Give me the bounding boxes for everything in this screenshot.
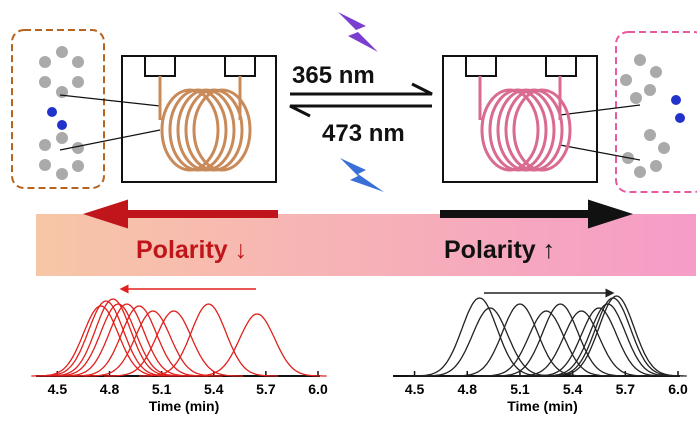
x-tick-label: 4.5 — [405, 381, 425, 397]
x-tick-label: 5.4 — [204, 381, 224, 397]
x-tick-label: 5.7 — [616, 381, 636, 397]
light-icon — [338, 12, 378, 52]
figure: 365 nm 473 nm Polarity ↓ Polarity ↑ 4.5 4… — [0, 0, 697, 423]
x-tick-label: 6.0 — [308, 381, 328, 397]
x-tick-label: 6.0 — [668, 381, 688, 397]
x-tick-label: 5.1 — [510, 381, 530, 397]
peak — [139, 304, 278, 376]
x-axis-label: Time (min) — [149, 398, 220, 414]
x-tick-label: 5.4 — [563, 381, 583, 397]
backward-arrow — [290, 106, 432, 116]
peak — [490, 304, 630, 376]
trans-molecule — [39, 46, 84, 180]
x-tick-label: 4.5 — [48, 381, 68, 397]
x-tick-label: 4.8 — [458, 381, 478, 397]
light-icon — [340, 158, 384, 192]
x-axis-label: Time (min) — [507, 398, 578, 414]
wavelength: 473 nm — [322, 120, 405, 147]
x-tick-label: 4.8 — [100, 381, 120, 397]
coil-device — [60, 56, 276, 182]
polarity-label: Polarity ↓ — [136, 236, 247, 264]
peak — [49, 304, 188, 376]
cis-molecule — [620, 54, 685, 178]
peak — [44, 299, 183, 376]
wavelength: 365 nm — [292, 62, 375, 89]
peak — [538, 304, 679, 376]
x-tick-label: 5.7 — [256, 381, 276, 397]
polarity-label: Polarity ↑ — [444, 236, 555, 264]
x-tick-label: 5.1 — [152, 381, 172, 397]
